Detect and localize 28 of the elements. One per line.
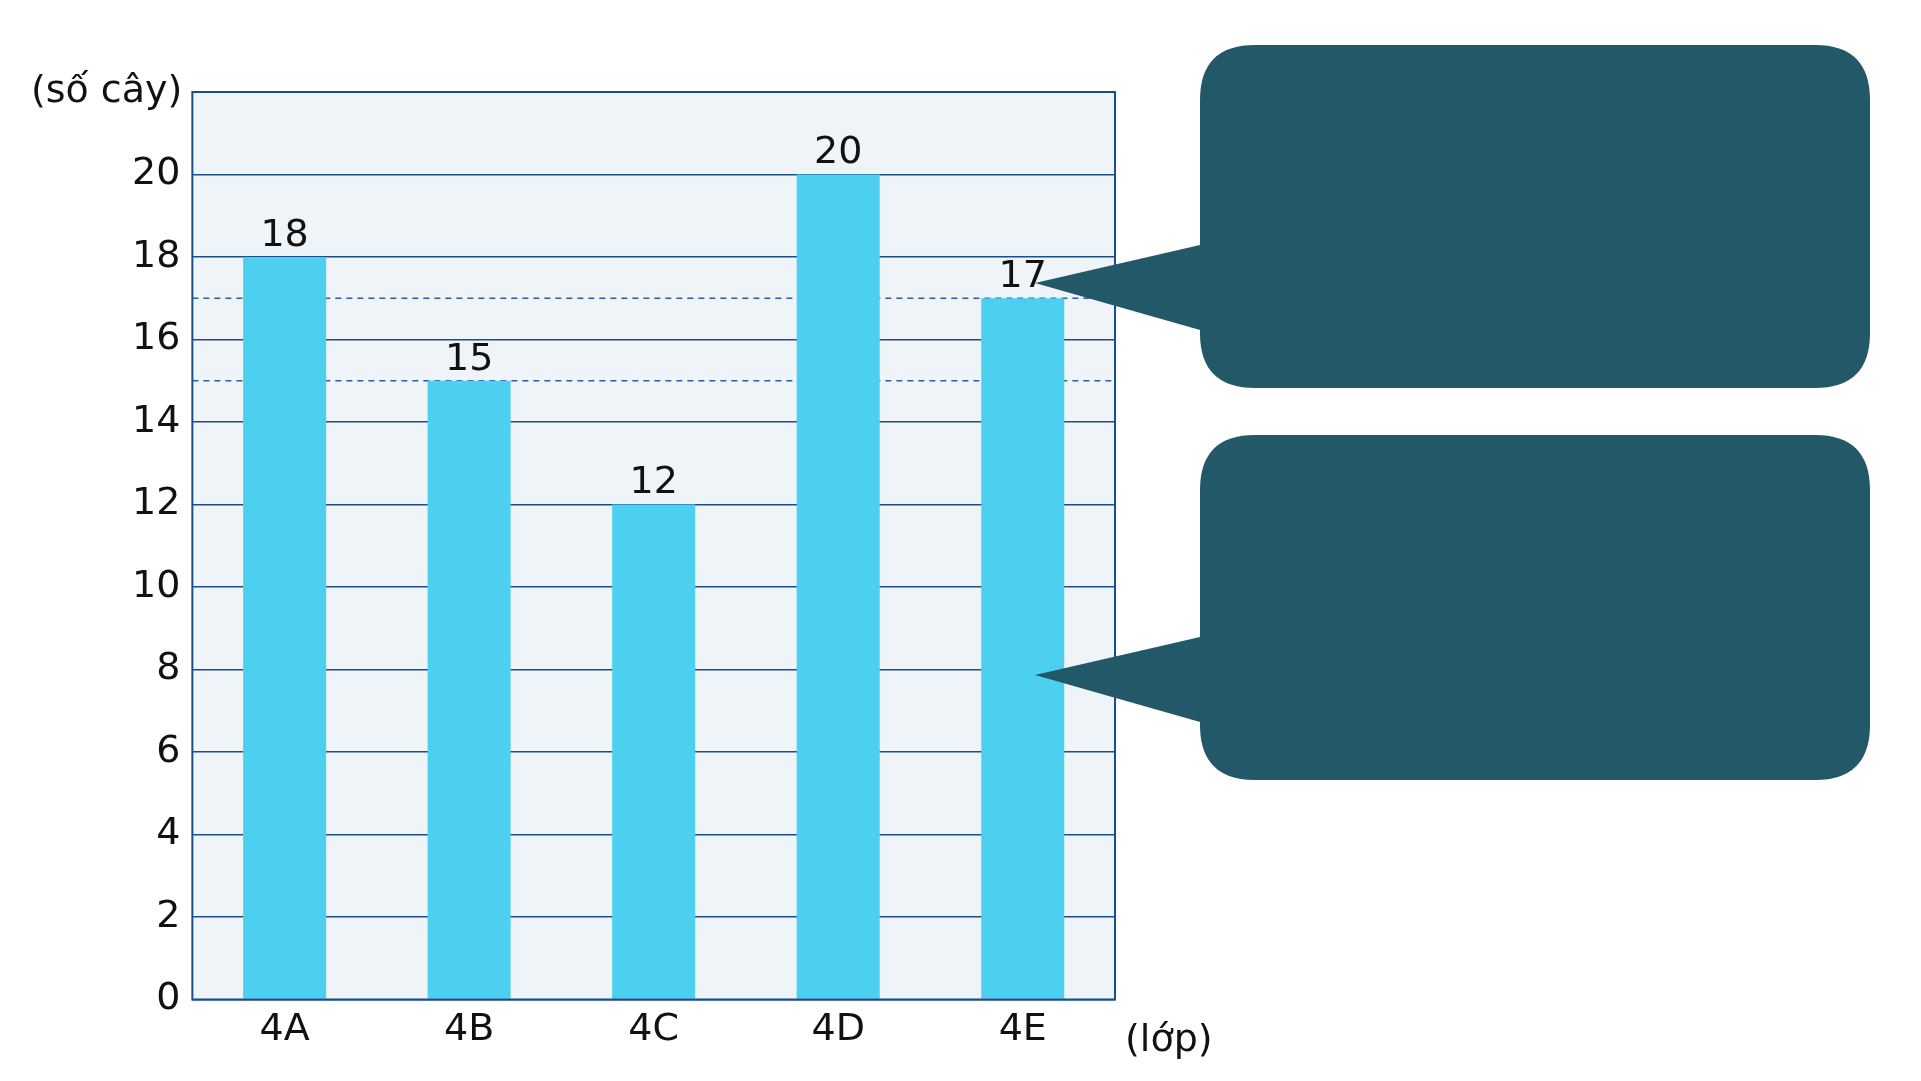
x-tick-label: 4E [998,1005,1047,1050]
y-tick-label: 20 [131,149,181,194]
y-tick-label: 4 [156,809,181,854]
y-tick-label: 18 [131,231,181,276]
y-tick-label: 10 [131,561,181,606]
x-tick-label: 4D [811,1005,865,1050]
data-label: 15 [444,334,494,379]
y-tick-label: 6 [156,726,181,771]
x-tick-label: 4B [444,1005,495,1050]
x-axis-title: (lớp) [1125,1015,1213,1060]
bar [796,174,880,999]
x-tick-label: 4A [259,1005,310,1050]
y-tick-label: 0 [156,974,181,1019]
bar [427,380,511,999]
data-label: 17 [998,252,1047,297]
y-axis-title: (số cây) [30,66,183,111]
y-tick-label: 16 [131,314,181,359]
y-tick-label: 2 [156,891,181,936]
y-tick-label: 14 [131,396,181,441]
x-tick-label: 4C [628,1005,680,1050]
bar [243,256,327,999]
bar [981,298,1065,999]
bar [612,504,696,999]
y-tick-label: 12 [131,479,181,524]
data-label: 12 [629,458,678,503]
y-tick-label: 8 [156,644,181,689]
data-label: 18 [260,210,309,255]
data-label: 20 [814,128,863,173]
